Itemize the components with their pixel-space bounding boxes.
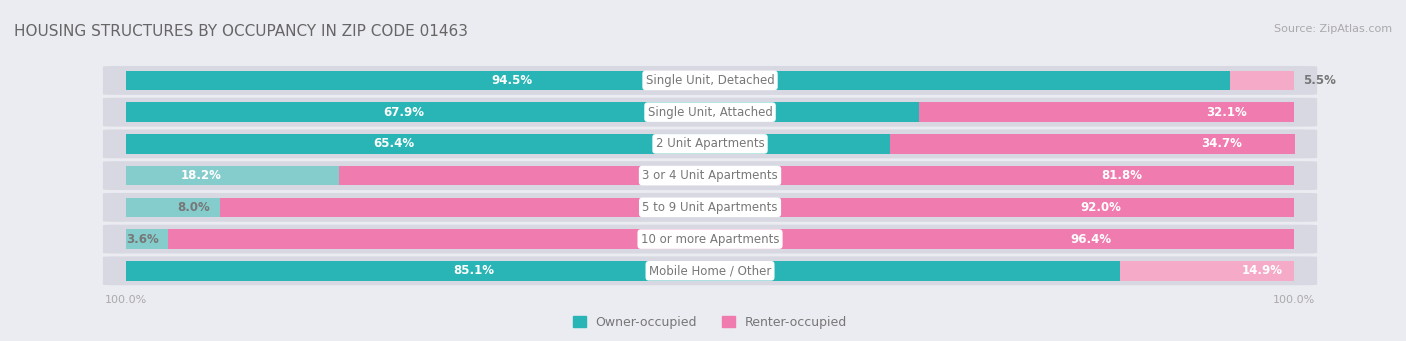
Text: 65.4%: 65.4% bbox=[373, 137, 415, 150]
FancyBboxPatch shape bbox=[103, 225, 1317, 253]
Bar bbox=[169, 229, 1294, 249]
FancyBboxPatch shape bbox=[103, 130, 1317, 158]
Text: 18.2%: 18.2% bbox=[180, 169, 221, 182]
Text: 14.9%: 14.9% bbox=[1241, 264, 1282, 277]
Text: 34.7%: 34.7% bbox=[1202, 137, 1243, 150]
Bar bbox=[127, 102, 920, 122]
Bar bbox=[127, 261, 1119, 281]
Text: 2 Unit Apartments: 2 Unit Apartments bbox=[655, 137, 765, 150]
Bar bbox=[339, 166, 1294, 186]
Text: 5.5%: 5.5% bbox=[1303, 74, 1336, 87]
Text: 3.6%: 3.6% bbox=[127, 233, 159, 246]
Bar bbox=[127, 71, 1230, 90]
Text: 67.9%: 67.9% bbox=[384, 106, 425, 119]
Text: Single Unit, Detached: Single Unit, Detached bbox=[645, 74, 775, 87]
FancyBboxPatch shape bbox=[103, 256, 1317, 285]
Bar bbox=[127, 166, 339, 186]
Text: 32.1%: 32.1% bbox=[1206, 106, 1247, 119]
Bar bbox=[219, 197, 1294, 217]
Text: 94.5%: 94.5% bbox=[492, 74, 533, 87]
Text: 5 to 9 Unit Apartments: 5 to 9 Unit Apartments bbox=[643, 201, 778, 214]
Bar bbox=[127, 134, 890, 154]
Text: 3 or 4 Unit Apartments: 3 or 4 Unit Apartments bbox=[643, 169, 778, 182]
Bar bbox=[1119, 261, 1294, 281]
FancyBboxPatch shape bbox=[103, 98, 1317, 127]
FancyBboxPatch shape bbox=[103, 161, 1317, 190]
Bar bbox=[127, 229, 169, 249]
Bar bbox=[920, 102, 1294, 122]
Text: 92.0%: 92.0% bbox=[1080, 201, 1121, 214]
Text: 10 or more Apartments: 10 or more Apartments bbox=[641, 233, 779, 246]
Text: 85.1%: 85.1% bbox=[454, 264, 495, 277]
Legend: Owner-occupied, Renter-occupied: Owner-occupied, Renter-occupied bbox=[568, 311, 852, 334]
Text: Mobile Home / Other: Mobile Home / Other bbox=[648, 264, 772, 277]
Bar bbox=[890, 134, 1295, 154]
Bar bbox=[127, 197, 219, 217]
Text: Single Unit, Attached: Single Unit, Attached bbox=[648, 106, 772, 119]
FancyBboxPatch shape bbox=[103, 66, 1317, 95]
Text: 8.0%: 8.0% bbox=[177, 201, 211, 214]
Text: 81.8%: 81.8% bbox=[1101, 169, 1142, 182]
FancyBboxPatch shape bbox=[103, 193, 1317, 222]
Text: HOUSING STRUCTURES BY OCCUPANCY IN ZIP CODE 01463: HOUSING STRUCTURES BY OCCUPANCY IN ZIP C… bbox=[14, 24, 468, 39]
Text: 96.4%: 96.4% bbox=[1070, 233, 1112, 246]
Text: Source: ZipAtlas.com: Source: ZipAtlas.com bbox=[1274, 24, 1392, 34]
Bar bbox=[1230, 71, 1294, 90]
